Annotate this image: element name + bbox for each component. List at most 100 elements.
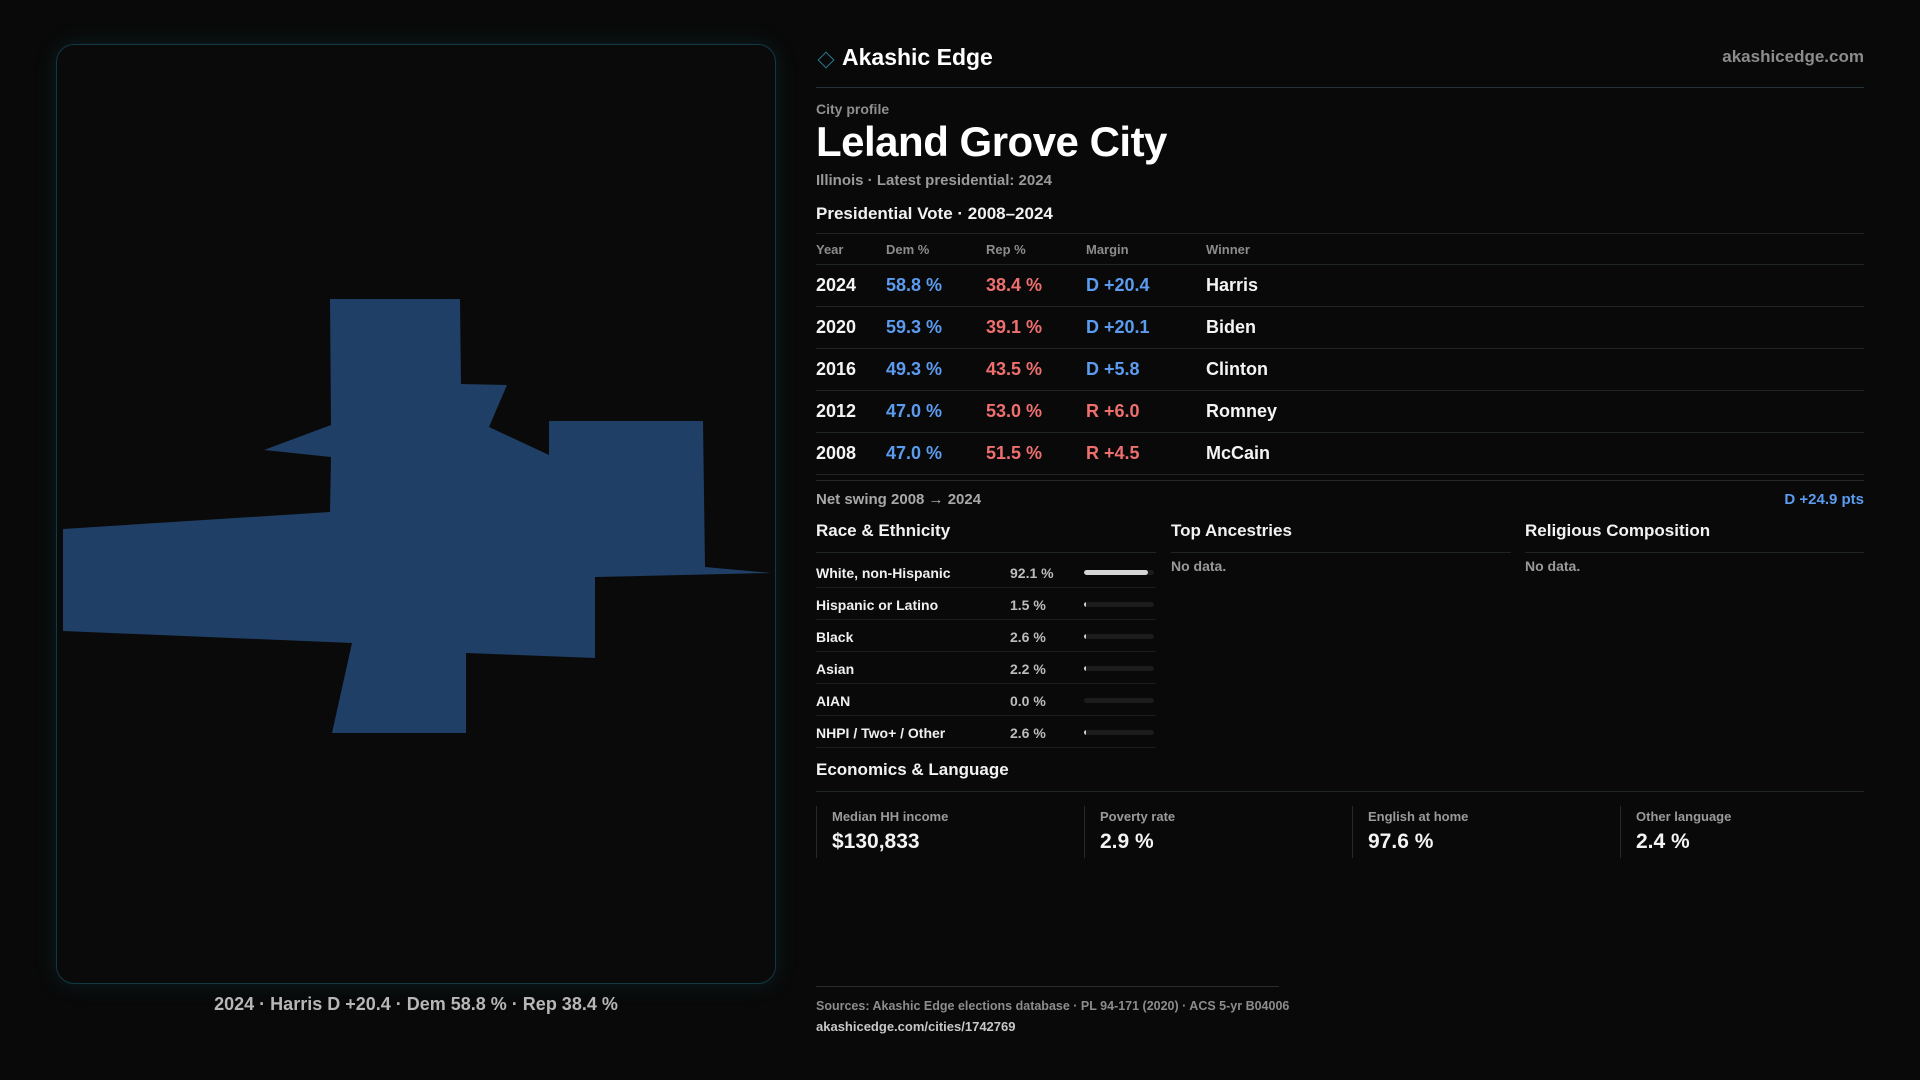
stat-label: English at home [1368,809,1469,824]
row-dem: 47.0 % [886,401,943,421]
brand-name[interactable]: Akashic Edge [842,44,993,70]
net-swing-value: D +24.9 pts [1784,491,1864,508]
row-dem: 49.3 % [886,359,943,379]
race-label: Asian [816,661,855,677]
footer: Sources: Akashic Edge elections database… [816,986,1290,1034]
col-rep: Rep % [986,241,1026,257]
stat-poverty-rate: Poverty rate 2.9 % [1084,806,1334,858]
stat-label: Poverty rate [1100,809,1176,824]
row-margin: D +20.1 [1086,317,1150,337]
race-value: 92.1 % [1010,565,1054,581]
race-label: AIAN [816,693,851,709]
col-dem: Dem % [886,241,930,257]
row-margin: D +5.8 [1086,359,1140,379]
ancestries-empty: No data. [1171,558,1227,574]
row-margin: R +4.5 [1086,443,1140,463]
row-dem: 59.3 % [886,317,943,337]
race-bar-fill [1084,602,1087,607]
vote-table: Year Dem % Rep % Margin Winner 2024 58.8… [816,233,1864,475]
row-winner: Harris [1206,275,1259,295]
col-margin: Margin [1086,241,1129,257]
race-bar [1084,634,1154,639]
race-bar-fill [1084,634,1087,639]
list-item: White, non-Hispanic 92.1 % [816,556,1156,588]
row-rep: 43.5 % [986,359,1043,379]
profile-eyebrow: City profile [816,101,890,117]
race-bar [1084,730,1154,735]
city-boundary-map [63,299,771,733]
list-item: Asian 2.2 % [816,652,1156,684]
map-caption: 2024 · Harris D +20.4 · Dem 58.8 % · Rep… [214,994,618,1014]
race-value: 2.2 % [1010,661,1046,677]
stat-label: Other language [1636,809,1732,824]
row-winner: McCain [1206,443,1271,463]
race-bar-fill [1084,730,1087,735]
stat-value: 2.4 % [1636,830,1690,853]
list-item: Black 2.6 % [816,620,1156,652]
row-winner: Biden [1206,317,1257,337]
race-value: 2.6 % [1010,629,1046,645]
table-row: 2012 47.0 % 53.0 % R +6.0 Romney [816,391,1864,433]
race-title: Race & Ethnicity [816,521,951,540]
col-winner: Winner [1206,241,1250,257]
race-value: 2.6 % [1010,725,1046,741]
race-section-title: Race & Ethnicity [816,521,1156,553]
page-title: Leland Grove City [816,118,1167,165]
footer-url[interactable]: akashicedge.com/cities/1742769 [816,1019,1016,1034]
religion-empty: No data. [1525,558,1581,574]
header: Akashic Edge akashicedge.com [816,44,1864,88]
vote-section-title: Presidential Vote · 2008–2024 [816,204,1053,223]
row-rep: 53.0 % [986,401,1043,421]
stat-median-income: Median HH income $130,833 [816,806,1066,858]
row-margin: D +20.4 [1086,275,1150,295]
profile-subtitle: Illinois · Latest presidential: 2024 [816,172,1052,189]
race-bar [1084,666,1154,671]
row-year: 2008 [816,443,857,463]
table-row: 2024 58.8 % 38.4 % D +20.4 Harris [816,265,1864,307]
race-bar-fill [1084,666,1087,671]
stat-other-language: Other language 2.4 % [1620,806,1864,858]
race-value: 1.5 % [1010,597,1046,613]
net-swing: Net swing 2008 → 2024 D +24.9 pts [816,480,1864,520]
race-list: White, non-Hispanic 92.1 % Hispanic or L… [816,556,1156,748]
race-label: Hispanic or Latino [816,597,939,613]
list-item: Hispanic or Latino 1.5 % [816,588,1156,620]
ancestries-title: Top Ancestries [1171,521,1292,540]
brand-url[interactable]: akashicedge.com [1722,47,1864,66]
city-boundary-shape [63,299,771,733]
religion-title: Religious Composition [1525,521,1711,540]
row-rep: 51.5 % [986,443,1043,463]
row-dem: 47.0 % [886,443,943,463]
economics-title: Economics & Language [816,760,1009,779]
race-value: 0.0 % [1010,693,1046,709]
col-year: Year [816,241,844,257]
city-map-panel [56,44,776,984]
list-item: AIAN 0.0 % [816,684,1156,716]
race-label: White, non-Hispanic [816,565,951,581]
row-winner: Clinton [1206,359,1268,379]
stat-value: 2.9 % [1100,830,1154,853]
net-swing-label: Net swing 2008 → 2024 [816,491,982,508]
stat-value: $130,833 [832,830,920,853]
row-rep: 39.1 % [986,317,1043,337]
row-year: 2020 [816,317,857,337]
row-year: 2012 [816,401,857,421]
list-item: NHPI / Two+ / Other 2.6 % [816,716,1156,748]
row-year: 2024 [816,275,857,295]
religion-section-title: Religious Composition [1525,521,1864,553]
race-bar [1084,570,1154,575]
stat-value: 97.6 % [1368,830,1434,853]
race-label: Black [816,629,854,645]
table-row: 2020 59.3 % 39.1 % D +20.1 Biden [816,307,1864,349]
ancestries-section-title: Top Ancestries [1171,521,1511,553]
race-bar [1084,698,1154,703]
row-dem: 58.8 % [886,275,943,295]
economics-section-title: Economics & Language [816,760,1864,792]
table-row: 2016 49.3 % 43.5 % D +5.8 Clinton [816,349,1864,391]
diamond-icon [817,51,835,69]
stat-english-at-home: English at home 97.6 % [1352,806,1602,858]
race-bar [1084,602,1154,607]
footer-sources: Sources: Akashic Edge elections database… [816,999,1290,1013]
row-margin: R +6.0 [1086,401,1140,421]
row-year: 2016 [816,359,857,379]
